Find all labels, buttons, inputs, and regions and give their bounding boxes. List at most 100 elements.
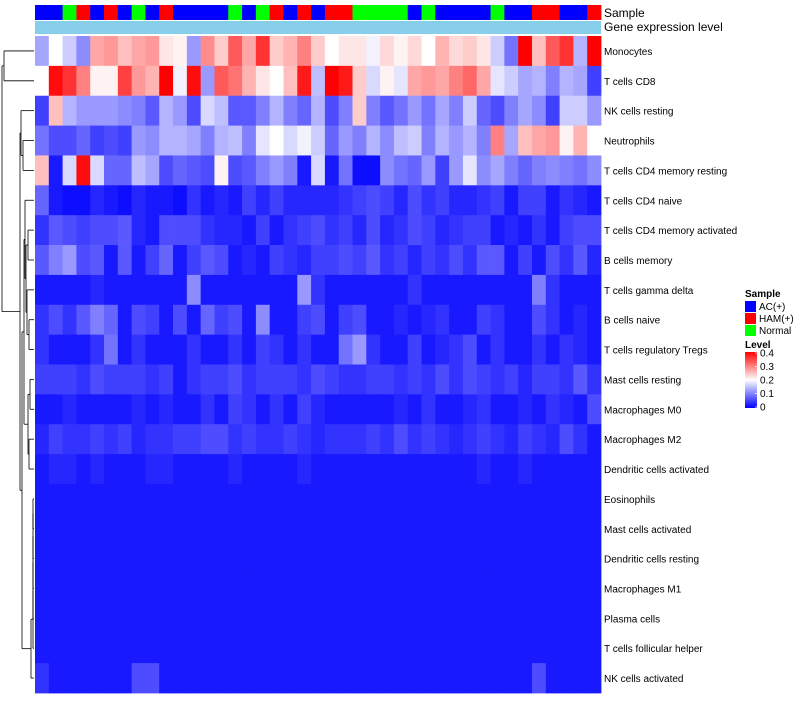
heatmap-cell (545, 36, 560, 67)
heatmap-cell (559, 663, 574, 694)
heatmap-cell (421, 663, 436, 694)
heatmap-cell (131, 185, 146, 216)
annotation-label-expression: Gene expression level (604, 20, 723, 34)
heatmap-cell (531, 483, 547, 515)
heatmap-cell (324, 95, 340, 126)
heatmap-cell (76, 424, 91, 455)
heatmap-cell (531, 513, 547, 545)
heatmap-cell (173, 663, 188, 694)
heatmap-cell (587, 633, 602, 664)
heatmap-cell (90, 155, 105, 186)
sample-annotation-cell (228, 5, 243, 20)
expression-level-bar (35, 21, 601, 34)
heatmap-cell (559, 95, 574, 126)
heatmap-cell (462, 603, 478, 634)
heatmap-cell (48, 454, 64, 485)
heatmap-cell (393, 95, 409, 126)
heatmap-cell (62, 215, 77, 246)
heatmap-cell (104, 633, 119, 664)
heatmap-cell (62, 633, 77, 664)
heatmap-cell (186, 573, 202, 604)
heatmap-cell (228, 483, 243, 515)
heatmap-cell (531, 573, 547, 604)
heatmap-cell (76, 65, 91, 97)
heatmap-cell (366, 513, 381, 545)
sample-annotation-cell (311, 5, 326, 20)
heatmap-cell (393, 36, 409, 67)
heatmap-cell (269, 603, 284, 634)
heatmap-cell (490, 274, 505, 306)
heatmap-cell (407, 36, 422, 67)
heatmap-cell (90, 334, 105, 365)
heatmap-cell (48, 185, 64, 216)
heatmap-cell (173, 573, 188, 604)
heatmap-cell (421, 304, 436, 336)
heatmap-cell (159, 125, 174, 156)
heatmap-cell (476, 513, 491, 545)
sample-annotation-cell (518, 5, 533, 20)
heatmap-cell (338, 95, 353, 126)
heatmap-cell (104, 65, 119, 97)
heatmap-cell (228, 633, 243, 664)
heatmap-cell (173, 513, 188, 545)
heatmap-cell (297, 543, 312, 574)
heatmap-cell (324, 543, 340, 574)
heatmap-cell (200, 394, 215, 425)
legend-level-tick-label: 0.2 (760, 376, 774, 387)
heatmap-cell (545, 543, 560, 574)
heatmap-cell (242, 274, 257, 306)
heatmap-cell (242, 543, 257, 574)
heatmap-cell (228, 573, 243, 604)
heatmap-cell (435, 274, 450, 306)
heatmap-cell (338, 245, 353, 276)
heatmap-cell (159, 215, 174, 246)
heatmap-cell (186, 364, 202, 395)
heatmap-cell (380, 185, 395, 216)
heatmap-cell (573, 215, 588, 246)
heatmap-cell (490, 513, 505, 545)
heatmap-cell (145, 155, 160, 186)
row-label: Mast cells activated (604, 525, 691, 536)
heatmap-cell (531, 65, 547, 97)
heatmap-cell (297, 513, 312, 545)
heatmap-cell (269, 424, 284, 455)
heatmap-cell (366, 36, 381, 67)
heatmap-cell (90, 483, 105, 515)
heatmap-cell (311, 245, 326, 276)
heatmap-cell (421, 633, 436, 664)
heatmap-cell (531, 543, 547, 574)
heatmap-cell (324, 454, 340, 485)
heatmap-cell (462, 334, 478, 365)
heatmap-cell (242, 454, 257, 485)
sample-annotation-cell (159, 5, 174, 20)
heatmap-cell (380, 424, 395, 455)
heatmap-cell (283, 304, 298, 336)
heatmap-cell (407, 245, 422, 276)
heatmap-cell (131, 95, 146, 126)
heatmap-cell (518, 65, 533, 97)
heatmap-cell (504, 215, 519, 246)
heatmap-cell (131, 513, 146, 545)
heatmap-cell (104, 483, 119, 515)
heatmap-cell (90, 513, 105, 545)
heatmap-cell (421, 424, 436, 455)
heatmap-cell (214, 155, 229, 186)
heatmap-cell (104, 454, 119, 485)
heatmap-cell (186, 424, 202, 455)
heatmap-cell (35, 245, 50, 276)
heatmap-cell (518, 185, 533, 216)
heatmap-cell (490, 185, 505, 216)
heatmap-cell (35, 573, 50, 604)
heatmap-cell (242, 573, 257, 604)
heatmap-cell (297, 394, 312, 425)
heatmap-cell (269, 274, 284, 306)
heatmap-cell (324, 215, 340, 246)
heatmap-cell (173, 215, 188, 246)
heatmap-cell (214, 394, 229, 425)
heatmap-cell (145, 513, 160, 545)
sample-annotation-cell (407, 5, 422, 20)
heatmap-cell (476, 543, 491, 574)
heatmap-cell (200, 633, 215, 664)
heatmap-cell (545, 663, 560, 694)
heatmap-cell (393, 454, 409, 485)
